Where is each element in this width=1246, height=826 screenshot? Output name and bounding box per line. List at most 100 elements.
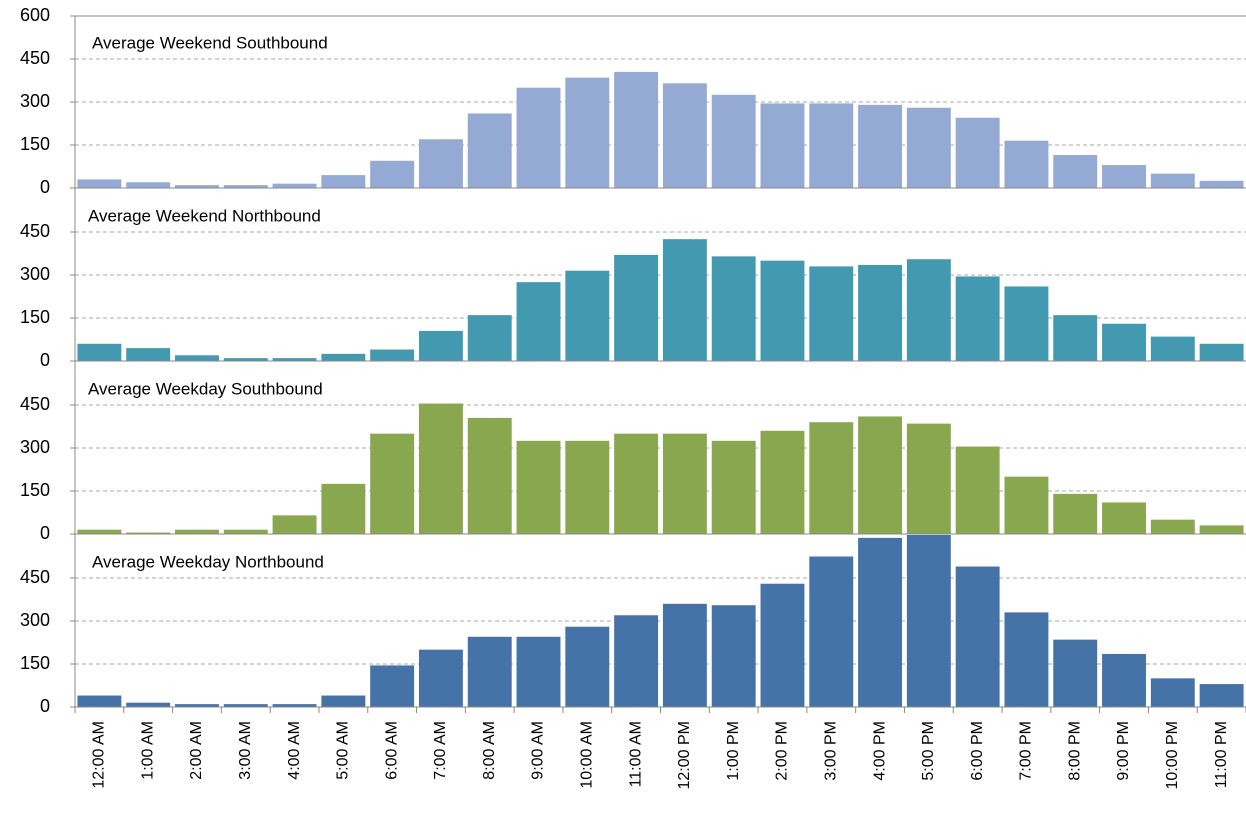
bar xyxy=(1102,323,1146,361)
bar xyxy=(858,416,903,534)
y-tick-label: 0 xyxy=(40,350,50,370)
bar xyxy=(175,704,219,707)
bar xyxy=(467,315,512,361)
x-tick-label: 5:00 AM xyxy=(335,721,352,780)
bar xyxy=(223,529,268,534)
bar xyxy=(1004,476,1049,534)
y-tick-label: 450 xyxy=(20,221,50,241)
bar xyxy=(614,615,659,707)
bar xyxy=(711,440,756,534)
bar xyxy=(370,433,415,534)
bar xyxy=(467,417,512,534)
bar xyxy=(858,537,903,707)
bar xyxy=(516,636,561,707)
bar xyxy=(272,358,317,361)
bar xyxy=(77,343,122,361)
bar xyxy=(272,704,317,707)
bar xyxy=(760,103,805,188)
y-tick-label: 450 xyxy=(20,567,50,587)
bar xyxy=(1150,678,1195,707)
bar xyxy=(1199,684,1244,707)
bar xyxy=(1053,315,1098,361)
x-tick-label: 8:00 PM xyxy=(1066,721,1083,781)
y-tick-label: 300 xyxy=(20,437,50,457)
bar xyxy=(1053,493,1098,534)
bar xyxy=(1102,165,1146,188)
bar xyxy=(370,160,415,188)
y-tick-label: 0 xyxy=(40,177,50,197)
bar xyxy=(223,358,268,361)
x-tick-label: 12:00 PM xyxy=(676,721,693,789)
bar xyxy=(175,529,219,534)
bar xyxy=(760,583,805,707)
bar xyxy=(1199,525,1244,534)
bar xyxy=(77,529,122,534)
bar xyxy=(1053,639,1098,707)
panel-title: Average Weekend Southbound xyxy=(92,33,328,52)
y-tick-label: 450 xyxy=(20,48,50,68)
x-tick-label: 12:00 AM xyxy=(91,721,108,789)
bar xyxy=(516,440,561,534)
panel-title: Average Weekday Southbound xyxy=(88,379,323,398)
x-tick-label: 7:00 AM xyxy=(432,721,449,780)
bar xyxy=(418,649,463,707)
bar xyxy=(516,282,561,361)
x-tick-label: 3:00 PM xyxy=(822,721,839,781)
bar xyxy=(126,532,171,534)
bar xyxy=(516,87,561,188)
bar xyxy=(418,330,463,361)
y-tick-label: 450 xyxy=(20,394,50,414)
x-tick-label: 8:00 AM xyxy=(481,721,498,780)
bar xyxy=(662,603,707,707)
bar xyxy=(77,695,122,707)
bar xyxy=(418,139,463,188)
x-tick-label: 2:00 AM xyxy=(188,721,205,780)
y-tick-label: 150 xyxy=(20,480,50,500)
bar xyxy=(906,259,951,361)
x-tick-label: 10:00 PM xyxy=(1164,721,1181,789)
bar xyxy=(711,605,756,707)
y-tick-label: 600 xyxy=(20,5,50,25)
x-tick-label: 3:00 AM xyxy=(237,721,254,780)
bar xyxy=(126,182,171,188)
x-tick-label: 9:00 PM xyxy=(1115,721,1132,781)
panel-title: Average Weekday Northbound xyxy=(92,552,324,571)
bar xyxy=(1102,653,1146,707)
bar xyxy=(370,349,415,361)
bar xyxy=(809,422,854,534)
bar xyxy=(809,556,854,707)
bar xyxy=(223,704,268,707)
y-tick-label: 300 xyxy=(20,610,50,630)
bar xyxy=(321,483,366,534)
bar xyxy=(272,515,317,534)
bar xyxy=(272,183,317,188)
x-tick-label: 1:00 PM xyxy=(725,721,742,781)
x-tick-label: 11:00 AM xyxy=(627,721,644,787)
bar xyxy=(955,446,1000,534)
bar xyxy=(321,695,366,707)
y-tick-label: 150 xyxy=(20,134,50,154)
bar xyxy=(321,353,366,361)
bar xyxy=(1199,180,1244,188)
bar xyxy=(1004,140,1049,188)
bar xyxy=(809,103,854,188)
x-tick-label: 9:00 AM xyxy=(530,721,547,780)
bar xyxy=(1199,343,1244,361)
bar xyxy=(614,433,659,534)
bar xyxy=(809,266,854,361)
bar xyxy=(1102,502,1146,534)
bar xyxy=(1150,173,1195,188)
bar xyxy=(760,260,805,361)
bar xyxy=(370,665,415,707)
x-tick-label: 5:00 PM xyxy=(920,721,937,781)
bar xyxy=(662,239,707,361)
bar xyxy=(955,566,1000,707)
panel-title: Average Weekend Northbound xyxy=(88,206,321,225)
bar xyxy=(906,107,951,188)
bar xyxy=(565,626,610,707)
bar xyxy=(565,270,610,361)
x-tick-label: 4:00 PM xyxy=(871,721,888,781)
bar xyxy=(760,430,805,534)
bar xyxy=(906,423,951,534)
